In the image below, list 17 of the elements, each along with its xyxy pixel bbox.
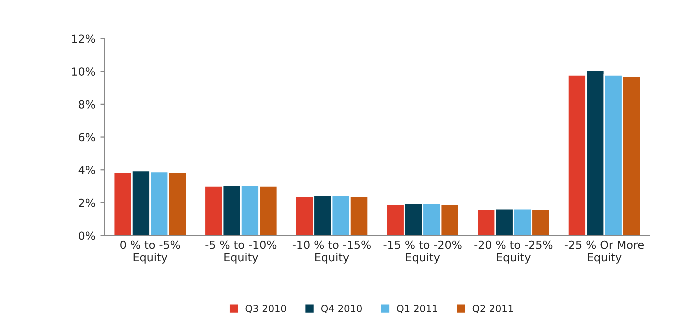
x-tick-label: -5 % to -10% Equity	[206, 240, 277, 264]
x-tick-label: 0 % to -5% Equity	[120, 240, 180, 264]
y-tick-label: 4%	[78, 166, 96, 174]
legend-label: Q4 2010	[322, 305, 362, 314]
y-tick-label: 10%	[72, 68, 96, 76]
legend-label: Q2 2011	[472, 305, 514, 314]
x-tick-label: -20 % to -25% Equity	[474, 240, 553, 264]
x-tick-label: -25 % Or More Equity	[564, 240, 644, 264]
y-tick-label: 12%	[72, 34, 96, 44]
x-tick-label: -10 % to -15% Equity	[292, 240, 371, 264]
y-tick-label: 2%	[79, 198, 96, 208]
y-tick-label: 0%	[79, 232, 96, 240]
legend-label: Q1 2011	[397, 305, 438, 314]
legend-label: Q3 2010	[246, 305, 286, 314]
x-tick-label: -15 % to -20% Equity	[384, 240, 462, 264]
y-tick-label: 6%	[79, 133, 96, 142]
y-tick-label: 8%	[79, 100, 96, 109]
